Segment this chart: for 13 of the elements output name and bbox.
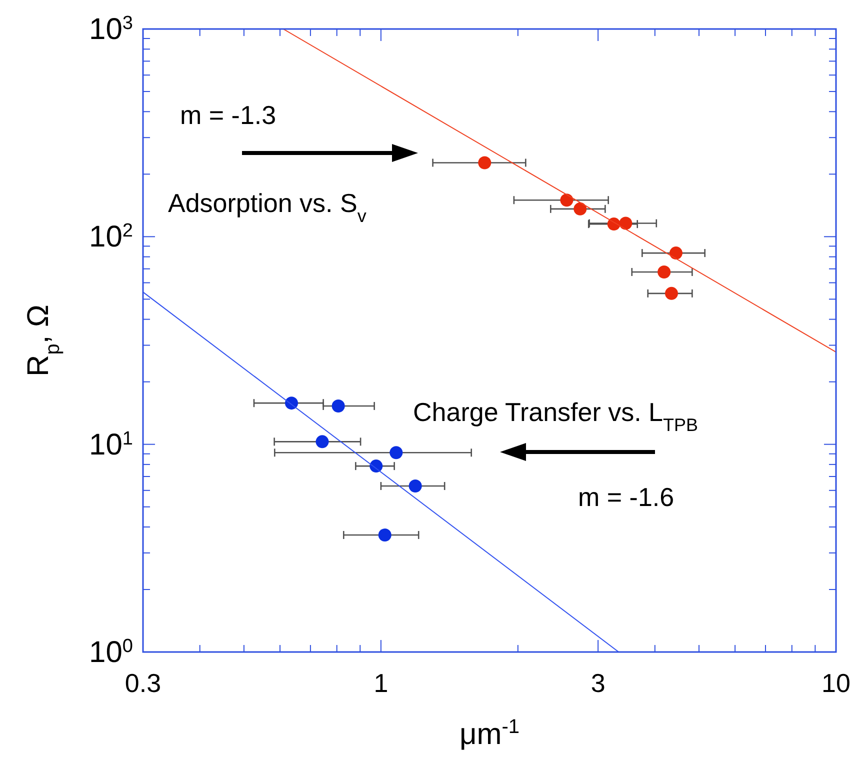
- annotation: Charge Transfer vs. L$_{TPB}$: [413, 397, 698, 435]
- annotation: m = -1.6: [578, 482, 674, 512]
- y-tick-label: 10$^{2}$: [89, 220, 133, 254]
- annotation: m = -1.3: [180, 100, 276, 130]
- x-tick-label: 0.3: [124, 668, 162, 698]
- x-axis-title: μm$^{-1}$: [459, 716, 520, 751]
- y-tick-label: 10$^{3}$: [89, 12, 133, 46]
- x-tick-label: 1: [374, 668, 388, 698]
- y-tick-label: 10$^{1}$: [89, 428, 133, 462]
- x-tick-label: 3: [590, 668, 606, 698]
- annotation: Adsorption vs. S$_{v}$: [168, 188, 366, 226]
- x-tick-label: 10: [822, 668, 850, 698]
- y-tick-label: 10$^{0}$: [89, 636, 133, 669]
